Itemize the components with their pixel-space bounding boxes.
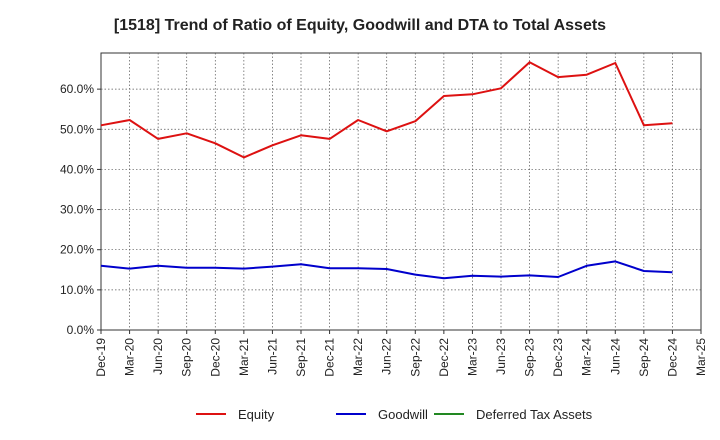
x-tick-label: Dec-23 xyxy=(551,338,565,377)
grid-layer xyxy=(100,52,702,331)
series-layer xyxy=(100,61,673,280)
series-line-equity xyxy=(100,61,673,159)
x-tick-label: Dec-22 xyxy=(437,338,451,377)
y-tick-label: 60.0% xyxy=(60,82,94,96)
x-tick-label: Sep-24 xyxy=(637,338,651,377)
y-tick-label: 40.0% xyxy=(60,162,94,176)
x-tick-label: Mar-20 xyxy=(123,338,137,376)
x-tick-label: Jun-24 xyxy=(608,338,622,375)
y-tick-label: 10.0% xyxy=(60,283,94,297)
legend-label-equity: Equity xyxy=(238,407,275,422)
x-tick-label: Jun-22 xyxy=(380,338,394,375)
x-tick-label: Sep-20 xyxy=(180,338,194,377)
x-tick-label: Mar-23 xyxy=(465,338,479,376)
x-tick-label: Dec-20 xyxy=(208,338,222,377)
x-tick-label: Dec-19 xyxy=(94,338,108,377)
legend-label-deferred-tax-assets: Deferred Tax Assets xyxy=(476,407,593,422)
x-tick-label: Mar-21 xyxy=(237,338,251,376)
x-tick-label: Sep-22 xyxy=(408,338,422,377)
y-tick-label: 30.0% xyxy=(60,203,94,217)
x-tick-label: Jun-20 xyxy=(151,338,165,375)
x-tick-label: Dec-21 xyxy=(323,338,337,377)
plot-area xyxy=(100,52,702,331)
x-tick-label: Dec-24 xyxy=(665,338,679,377)
series-line-goodwill xyxy=(100,260,673,280)
x-tick-label: Jun-21 xyxy=(265,338,279,375)
x-tick-label: Sep-21 xyxy=(294,338,308,377)
axis-layer: 0.0% 10.0% 20.0% 30.0% 40.0% 50.0% 60.0% Dec-19… xyxy=(60,82,708,377)
x-tick-label: Sep-23 xyxy=(523,338,537,377)
y-tick-label: 0.0% xyxy=(67,323,95,337)
y-tick-label: 50.0% xyxy=(60,122,94,136)
legend: Equity Goodwill Deferred Tax Assets xyxy=(196,407,593,422)
x-tick-label: Mar-22 xyxy=(351,338,365,376)
x-tick-label: Jun-23 xyxy=(494,338,508,375)
chart-title: [1518] Trend of Ratio of Equity, Goodwil… xyxy=(114,17,606,34)
legend-label-goodwill: Goodwill xyxy=(378,407,428,422)
y-tick-label: 20.0% xyxy=(60,243,94,257)
x-tick-label: Mar-25 xyxy=(694,338,708,376)
x-tick-label: Mar-24 xyxy=(580,338,594,376)
